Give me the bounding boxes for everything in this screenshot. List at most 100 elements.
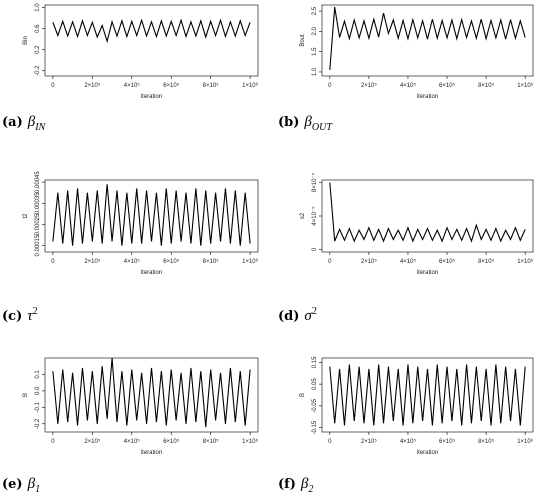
x-tick-label: 0	[51, 83, 55, 89]
caption: (f) β2	[278, 476, 313, 495]
x-axis-label: iteration	[141, 270, 162, 276]
y-axis-label: s2	[300, 212, 306, 219]
x-tick-label: 6×10⁵	[439, 258, 456, 265]
x-tick-label: 2×10⁵	[361, 82, 378, 89]
y-tick-label: 0.15	[312, 356, 318, 368]
x-tick-label: 4×10⁵	[124, 258, 141, 265]
trace-line	[329, 182, 526, 243]
x-tick-label: 6×10⁵	[439, 82, 456, 89]
y-tick-label: 0.00045	[35, 171, 41, 193]
caption-symbol: β	[303, 114, 312, 130]
y-tick-label: 1.5	[312, 47, 318, 56]
y-tick-label: 2.5	[312, 6, 318, 15]
y-tick-label: -0.05	[312, 398, 318, 412]
y-tick-label: 1.0	[35, 3, 41, 12]
caption-label: (d)	[278, 309, 299, 324]
x-tick-label: 0	[328, 83, 332, 89]
panel: 0 2×10⁵ 4×10⁵ 6×10⁵ 8×10⁵ 1×10⁶ -0.15 -0.05 0.05…	[278, 356, 534, 495]
x-tick-label: 8×10⁵	[203, 82, 220, 89]
x-axis-label: iteration	[141, 450, 162, 456]
x-tick-label: 2×10⁵	[361, 438, 378, 445]
x-tick-label: 0	[51, 259, 55, 265]
plot-frame	[44, 179, 259, 253]
x-tick-label: 4×10⁵	[124, 82, 141, 89]
y-tick-label: 2.0	[312, 27, 318, 36]
trace-line	[52, 357, 251, 428]
caption: (a) βIN	[2, 114, 47, 133]
caption: (c) τ2	[2, 306, 38, 324]
panel: 0 2×10⁵ 4×10⁵ 6×10⁵ 8×10⁵ 1×10⁶ 0.000150.00025…	[2, 171, 259, 324]
x-tick-label: 4×10⁵	[400, 438, 417, 445]
x-tick-label: 4×10⁵	[124, 438, 141, 445]
plot-frame	[321, 4, 534, 77]
caption-symbol: β	[27, 476, 36, 492]
x-tick-label: 2×10⁵	[361, 258, 378, 265]
y-tick-label: 0.1	[35, 370, 41, 379]
x-tick-label: 8×10⁵	[203, 438, 220, 445]
caption: (b) βOUT	[278, 114, 333, 133]
y-axis-label: Bout	[300, 34, 306, 47]
y-tick-label: -0.1	[35, 402, 41, 413]
x-tick-label: 0	[328, 439, 332, 445]
x-tick-label: 1×10⁶	[242, 258, 259, 265]
caption-symbol: σ	[304, 308, 312, 324]
x-tick-label: 6×10⁵	[163, 258, 180, 265]
x-axis-label: iteration	[417, 94, 438, 100]
x-axis-label: iteration	[417, 270, 438, 276]
y-tick-label: 8×10⁻⁵	[311, 172, 318, 192]
caption-superscript: 2	[312, 306, 317, 317]
x-tick-label: 6×10⁵	[163, 438, 180, 445]
x-tick-label: 2×10⁵	[84, 82, 101, 89]
trace-line	[329, 364, 526, 426]
plot-frame	[321, 357, 534, 433]
x-tick-label: 1×10⁶	[517, 258, 534, 265]
x-tick-label: 0	[51, 439, 55, 445]
x-tick-label: 8×10⁵	[478, 438, 495, 445]
y-tick-label: 0.00035	[35, 192, 41, 214]
caption-subscript: IN	[34, 122, 46, 133]
plot-frame	[321, 179, 534, 253]
x-tick-label: 1×10⁶	[242, 438, 259, 445]
y-tick-label: 0.05	[312, 378, 318, 390]
trace-line	[52, 18, 251, 44]
x-axis-label: iteration	[417, 450, 438, 456]
caption-label: (e)	[2, 477, 23, 492]
x-tick-label: 0	[328, 259, 332, 265]
panel: 0 2×10⁵ 4×10⁵ 6×10⁵ 8×10⁵ 1×10⁶ 0 4×10⁻⁵ 8×10⁻⁵ i…	[278, 172, 534, 324]
x-tick-label: 6×10⁵	[439, 438, 456, 445]
caption: (d) σ2	[278, 306, 317, 324]
y-tick-label: 4×10⁻⁵	[311, 206, 318, 226]
x-tick-label: 1×10⁶	[517, 438, 534, 445]
y-axis-label: B	[300, 393, 306, 397]
caption-symbol: β	[300, 476, 309, 492]
panel: 0 2×10⁵ 4×10⁵ 6×10⁵ 8×10⁵ 1×10⁶ -0.2 -0.1 0.0 0.1…	[2, 357, 259, 495]
y-tick-label: 0.2	[35, 45, 41, 54]
y-tick-label: -0.2	[35, 418, 41, 429]
y-tick-label: 0	[312, 247, 318, 251]
trace-line	[329, 6, 526, 70]
caption-subscript: 2	[308, 484, 313, 495]
caption: (e) β1	[2, 476, 40, 495]
x-tick-label: 4×10⁵	[400, 82, 417, 89]
plot-frame	[44, 357, 259, 433]
caption-label: (a)	[2, 115, 23, 130]
panel: 0 2×10⁵ 4×10⁵ 6×10⁵ 8×10⁵ 1×10⁶ -0.2 0.2 0.6 1.0 i…	[2, 3, 259, 133]
caption-symbol: β	[27, 114, 36, 130]
caption-label: (b)	[278, 115, 299, 130]
plot-frame	[44, 4, 259, 77]
y-tick-label: 0.6	[35, 24, 41, 33]
x-tick-label: 1×10⁶	[242, 82, 259, 89]
x-tick-label: 2×10⁵	[84, 258, 101, 265]
trace-line	[52, 184, 251, 246]
y-tick-label: 1.0	[312, 67, 318, 76]
y-tick-label: 0.00025	[35, 213, 41, 235]
x-tick-label: 8×10⁵	[203, 258, 220, 265]
y-axis-label: t2	[23, 213, 29, 219]
caption-label: (f)	[278, 477, 296, 492]
y-axis-label: Bin	[23, 36, 29, 45]
y-tick-label: 0.0	[35, 386, 41, 395]
y-tick-label: -0.15	[312, 420, 318, 434]
y-tick-label: -0.2	[35, 65, 41, 76]
x-tick-label: 6×10⁵	[163, 82, 180, 89]
